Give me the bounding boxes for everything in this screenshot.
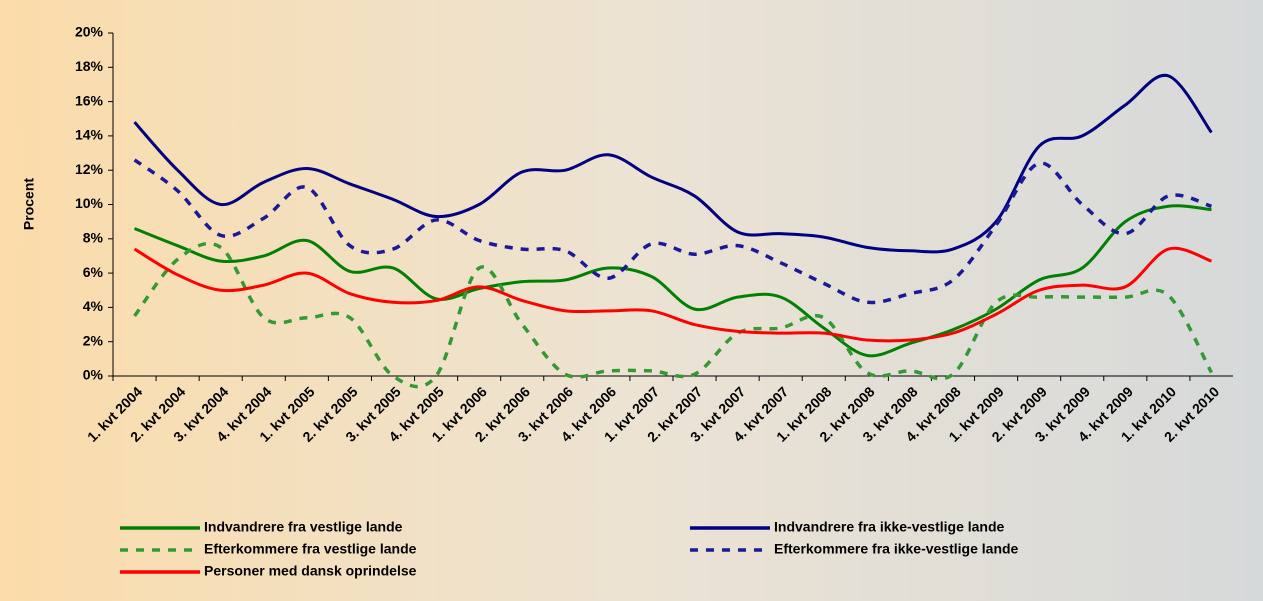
legend-label: Indvandrere fra ikke-vestlige lande [774, 519, 1005, 535]
y-tick-label: 20% [75, 24, 104, 40]
y-tick-label: 14% [75, 127, 104, 143]
series-line [133, 246, 1212, 343]
series-line [133, 241, 1213, 389]
legend-label: Personer med dansk oprindelse [204, 563, 417, 579]
y-tick-label: 18% [75, 58, 104, 74]
y-tick-label: 4% [83, 298, 104, 314]
series-line [133, 73, 1213, 254]
y-tick-label: 0% [83, 367, 104, 383]
y-tick-label: 10% [75, 195, 104, 211]
y-tick-label: 16% [75, 92, 104, 108]
y-tick-label: 12% [75, 161, 104, 177]
series-line [133, 204, 1212, 358]
y-tick-label: 8% [83, 230, 104, 246]
legend-label: Efterkommere fra ikke-vestlige lande [774, 541, 1019, 557]
y-tick-label: 6% [83, 264, 104, 280]
legend-label: Indvandrere fra vestlige lande [204, 519, 403, 535]
y-tick-label: 2% [83, 332, 104, 348]
legend-label: Efterkommere fra vestlige lande [204, 541, 417, 557]
y-axis-label: Procent [21, 178, 37, 230]
series-line [133, 158, 1212, 305]
